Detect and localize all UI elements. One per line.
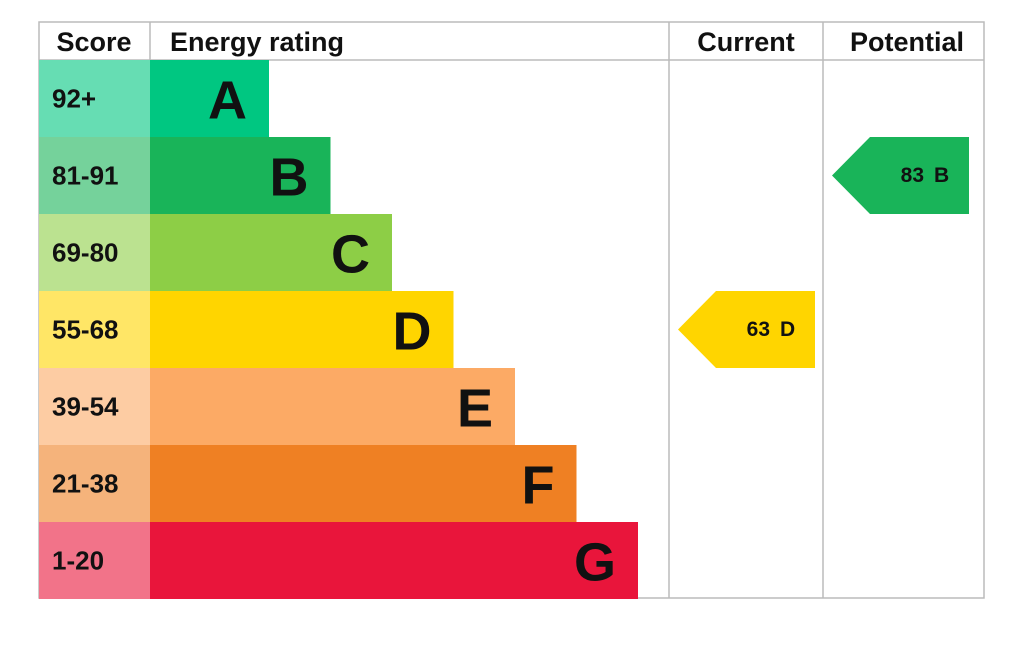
rating-bar [150, 522, 638, 599]
score-cell [39, 214, 150, 291]
rating-letter: A [208, 71, 247, 131]
header: Potential [850, 27, 964, 57]
rating-bar [150, 368, 515, 445]
rating-letter: F [522, 456, 555, 516]
header: Energy rating [170, 27, 344, 57]
score-cell [39, 60, 150, 137]
rating-letter: E [457, 379, 493, 439]
rating-arrow [832, 137, 969, 214]
score-cell [39, 522, 150, 599]
score-label: 1-20 [52, 546, 104, 576]
rating-bar [150, 137, 331, 214]
score-label: 69-80 [52, 238, 119, 268]
score-label: 55-68 [52, 315, 119, 345]
rating-value: 83 [901, 164, 924, 187]
rating-letter: C [331, 225, 370, 285]
score-cell [39, 368, 150, 445]
score-label: 81-91 [52, 161, 119, 191]
potential-indicator: 83 B [832, 137, 969, 214]
rating-letter: G [574, 533, 616, 593]
rating-arrow [678, 291, 815, 368]
header: Current [697, 27, 795, 57]
rating-bar [150, 214, 392, 291]
rating-bar [150, 60, 269, 137]
rating-bar [150, 445, 577, 522]
score-label: 39-54 [52, 392, 119, 422]
rating-letter: D [393, 302, 432, 362]
rating-letter: D [780, 318, 795, 341]
rating-letter: B [934, 164, 949, 187]
header: Score [56, 27, 131, 57]
score-label: 21-38 [52, 469, 119, 499]
current-indicator: 63 D [678, 291, 815, 368]
score-cell [39, 445, 150, 522]
rating-value: 63 [747, 318, 770, 341]
score-cell [39, 137, 150, 214]
score-label: 92+ [52, 84, 96, 114]
rating-letter: B [270, 148, 309, 208]
rating-bar [150, 291, 454, 368]
score-cell [39, 291, 150, 368]
